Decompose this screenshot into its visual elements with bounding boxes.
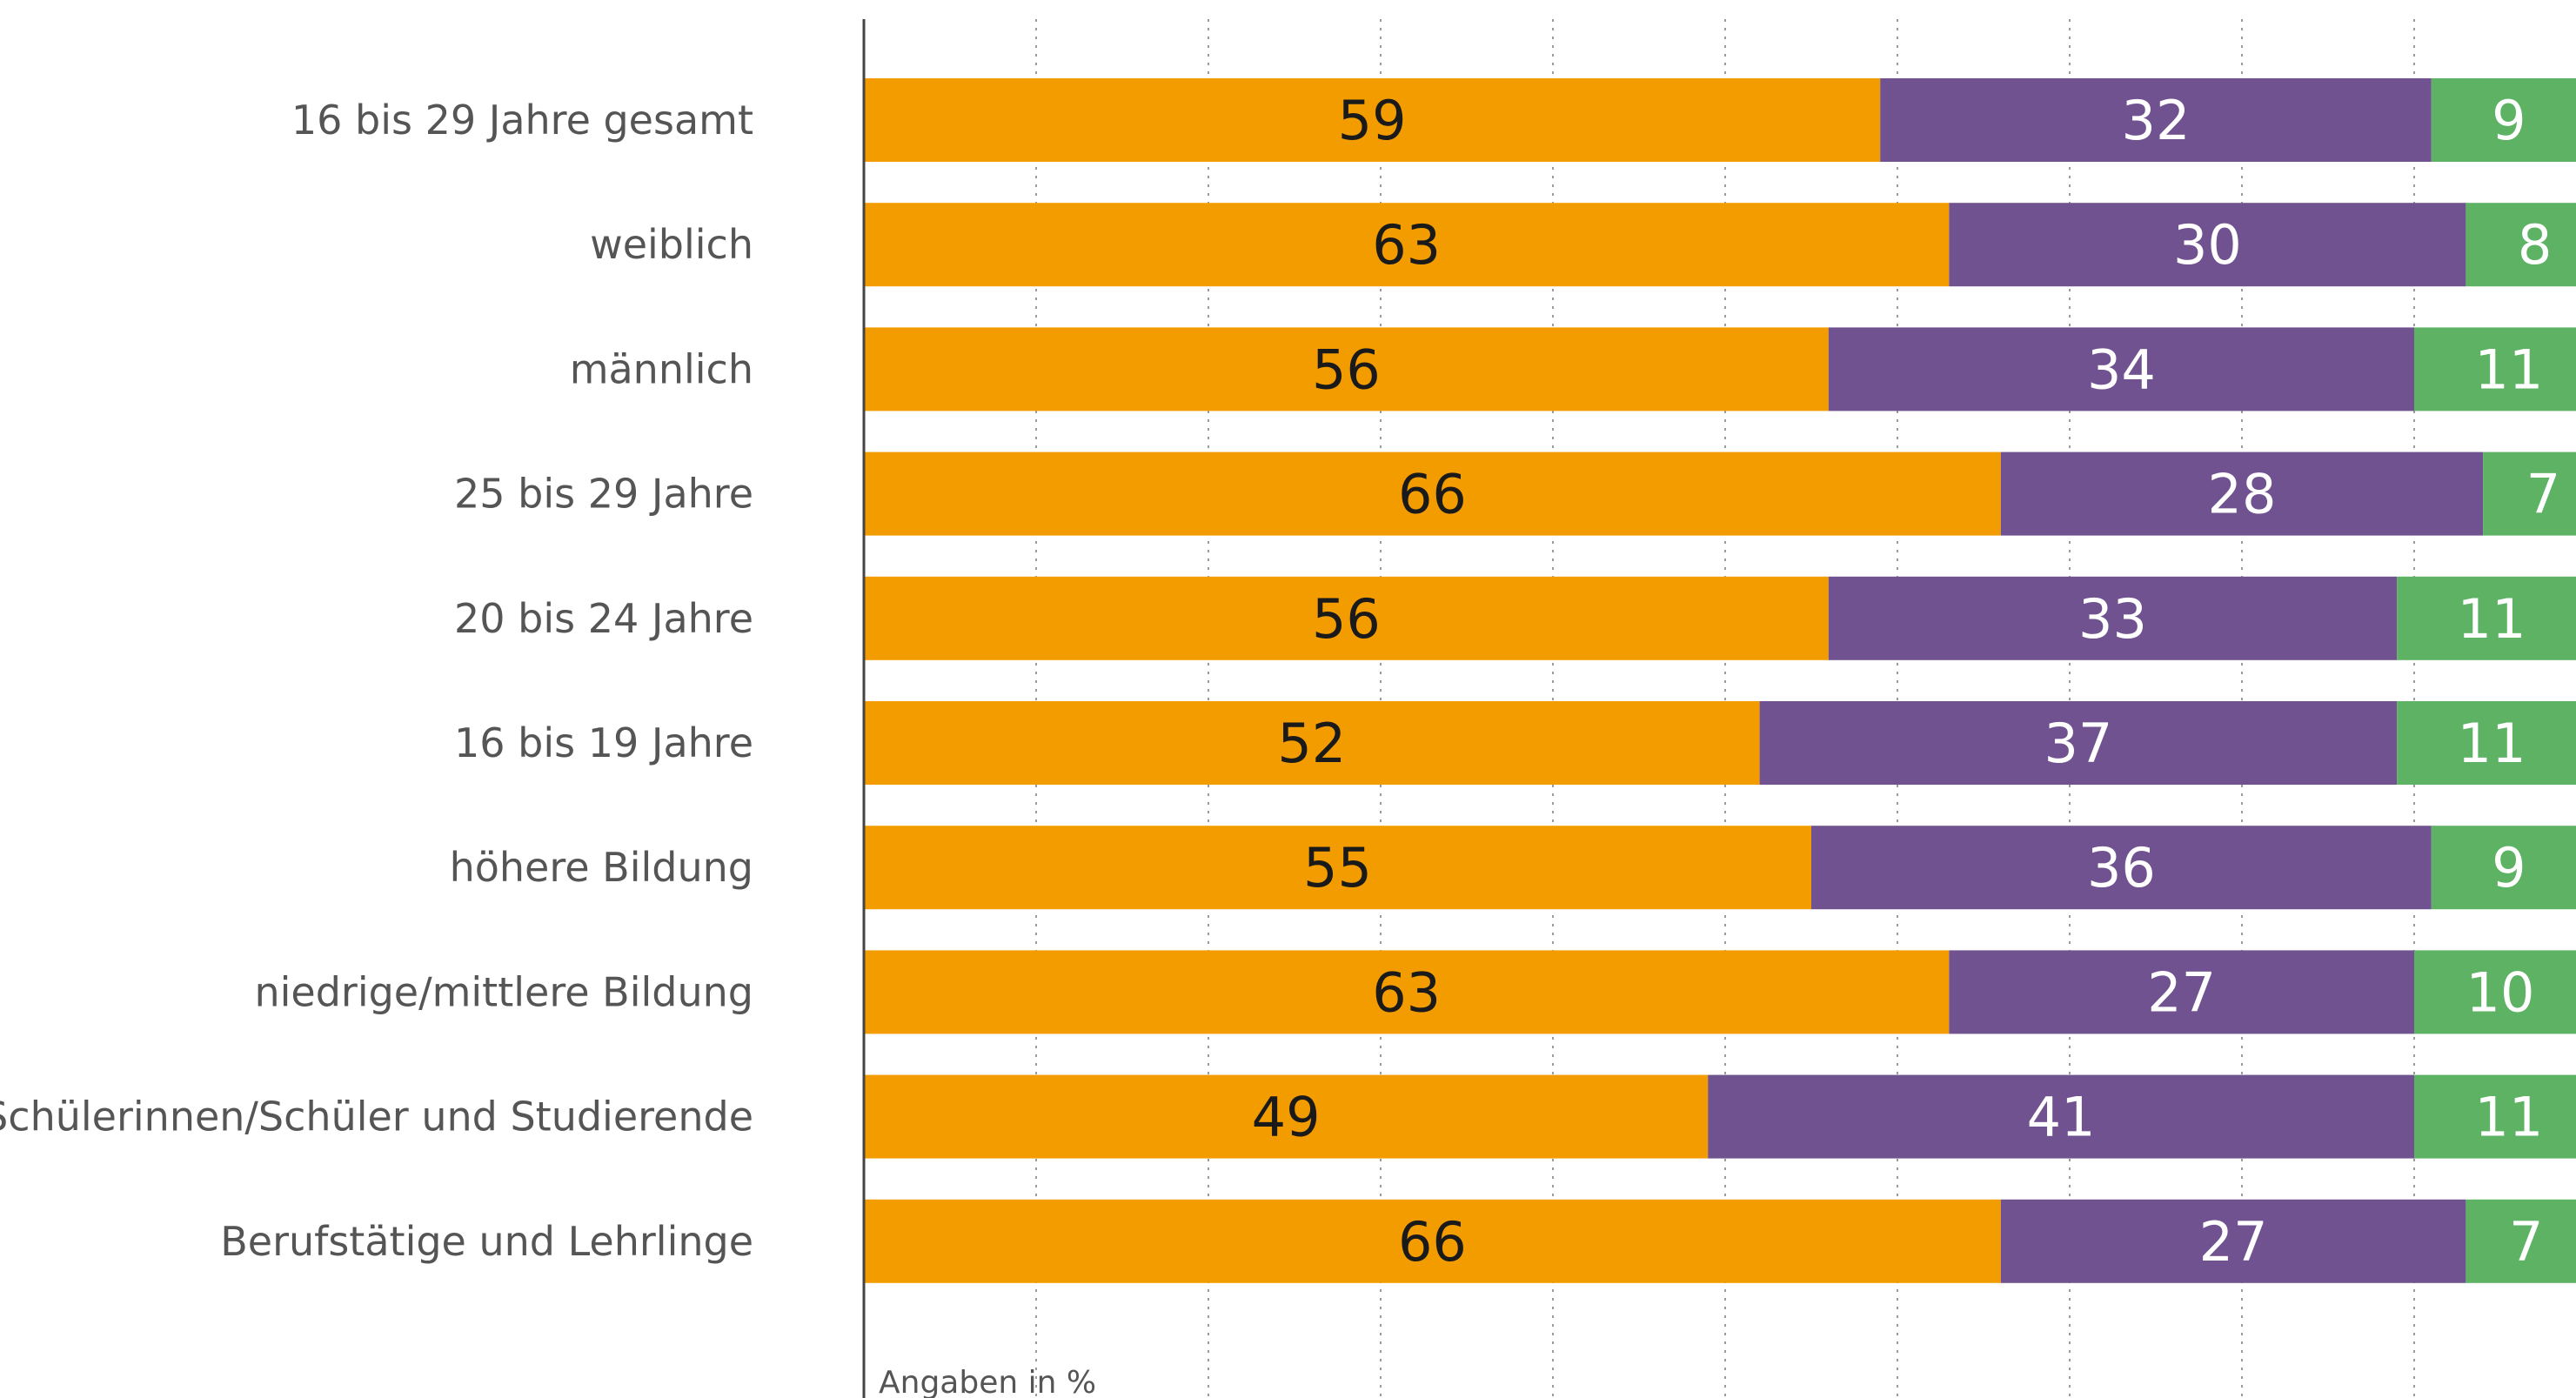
category-label: 16 bis 29 Jahre gesamt	[291, 97, 753, 144]
category-label: höhere Bildung	[450, 844, 753, 891]
data-label: 37	[2044, 712, 2112, 775]
bar-segment	[2466, 203, 2576, 287]
category-label: 20 bis 24 Jahre	[454, 595, 753, 642]
bar-segment	[1708, 1074, 2414, 1159]
bar-segment	[864, 78, 1881, 162]
data-label: 66	[1398, 463, 1467, 526]
bar-segment	[864, 950, 1950, 1034]
bar-segment	[2414, 1074, 2576, 1159]
data-label: 27	[2199, 1210, 2268, 1274]
bar-segment	[2431, 78, 2576, 162]
data-label: 9	[2492, 836, 2526, 900]
data-label: 27	[2147, 960, 2216, 1024]
category-label: 16 bis 19 Jahre	[454, 719, 753, 766]
bar-segment	[864, 452, 2001, 536]
data-label: 56	[1312, 338, 1381, 401]
bar-segment	[864, 1074, 1709, 1159]
category-label: Schülerinnen/Schüler und Studierende	[0, 1094, 753, 1140]
bar-segment	[2414, 950, 2576, 1034]
category-label: männlich	[570, 345, 753, 392]
category-label: weiblich	[590, 221, 753, 268]
data-label: 7	[2526, 463, 2560, 526]
data-label: 30	[2173, 213, 2242, 277]
data-label: 11	[2474, 338, 2543, 401]
data-label: 63	[1372, 213, 1441, 277]
bar-segment	[864, 826, 1811, 910]
data-label: 34	[2087, 338, 2156, 401]
data-label: 33	[2078, 587, 2147, 651]
data-label: 41	[2027, 1086, 2096, 1149]
bar-segment	[2000, 1199, 2466, 1283]
category-labels: 16 bis 29 Jahre gesamt weiblich männlich 25…	[0, 97, 753, 1265]
data-label: 9	[2492, 89, 2526, 152]
bar-segment	[2431, 826, 2576, 910]
bar-segment	[2397, 701, 2576, 785]
data-label: 10	[2466, 960, 2535, 1024]
units-note: Angaben in %	[879, 1365, 1096, 1398]
bar-segment	[2414, 327, 2576, 411]
data-label: 56	[1312, 587, 1381, 651]
bar-segment	[2397, 576, 2576, 660]
bar-segment	[2483, 452, 2576, 536]
bar-segment	[1828, 327, 2414, 411]
data-label: 7	[2509, 1210, 2543, 1274]
data-label: 49	[1252, 1086, 1321, 1149]
data-label: 63	[1372, 960, 1441, 1024]
data-label: 32	[2122, 89, 2191, 152]
bar-segment	[864, 203, 1950, 287]
bar-segment	[1949, 203, 2466, 287]
data-label: 52	[1277, 712, 1346, 775]
bars: 59 32 9 63 30 8 56 34 11 66 28 7 56 33 11 52 37 11 55 36 9 63…	[864, 78, 2576, 1283]
data-label: 36	[2087, 836, 2156, 900]
category-label: 25 bis 29 Jahre	[454, 471, 753, 518]
bar-segment	[1880, 78, 2432, 162]
data-label: 11	[2458, 712, 2526, 775]
data-label: 66	[1398, 1210, 1467, 1274]
data-label: 11	[2458, 587, 2526, 651]
bar-segment	[864, 327, 1829, 411]
bar-segment	[864, 576, 1829, 660]
bar-segment	[1949, 950, 2414, 1034]
data-label: 11	[2474, 1086, 2543, 1149]
category-label: niedrige/mittlere Bildung	[254, 968, 753, 1015]
category-label: Berufstätige und Lehrlinge	[220, 1218, 753, 1265]
data-label: 55	[1303, 836, 1372, 900]
bar-segment	[1828, 576, 2398, 660]
data-label: 28	[2208, 463, 2277, 526]
bar-segment	[1811, 826, 2432, 910]
bar-segment	[2000, 452, 2484, 536]
bar-segment	[864, 1199, 2001, 1283]
bar-segment	[864, 701, 1760, 785]
bar-segment	[1759, 701, 2398, 785]
data-label: 59	[1338, 89, 1407, 152]
data-label: 8	[2518, 213, 2552, 277]
bar-segment	[2466, 1199, 2576, 1283]
